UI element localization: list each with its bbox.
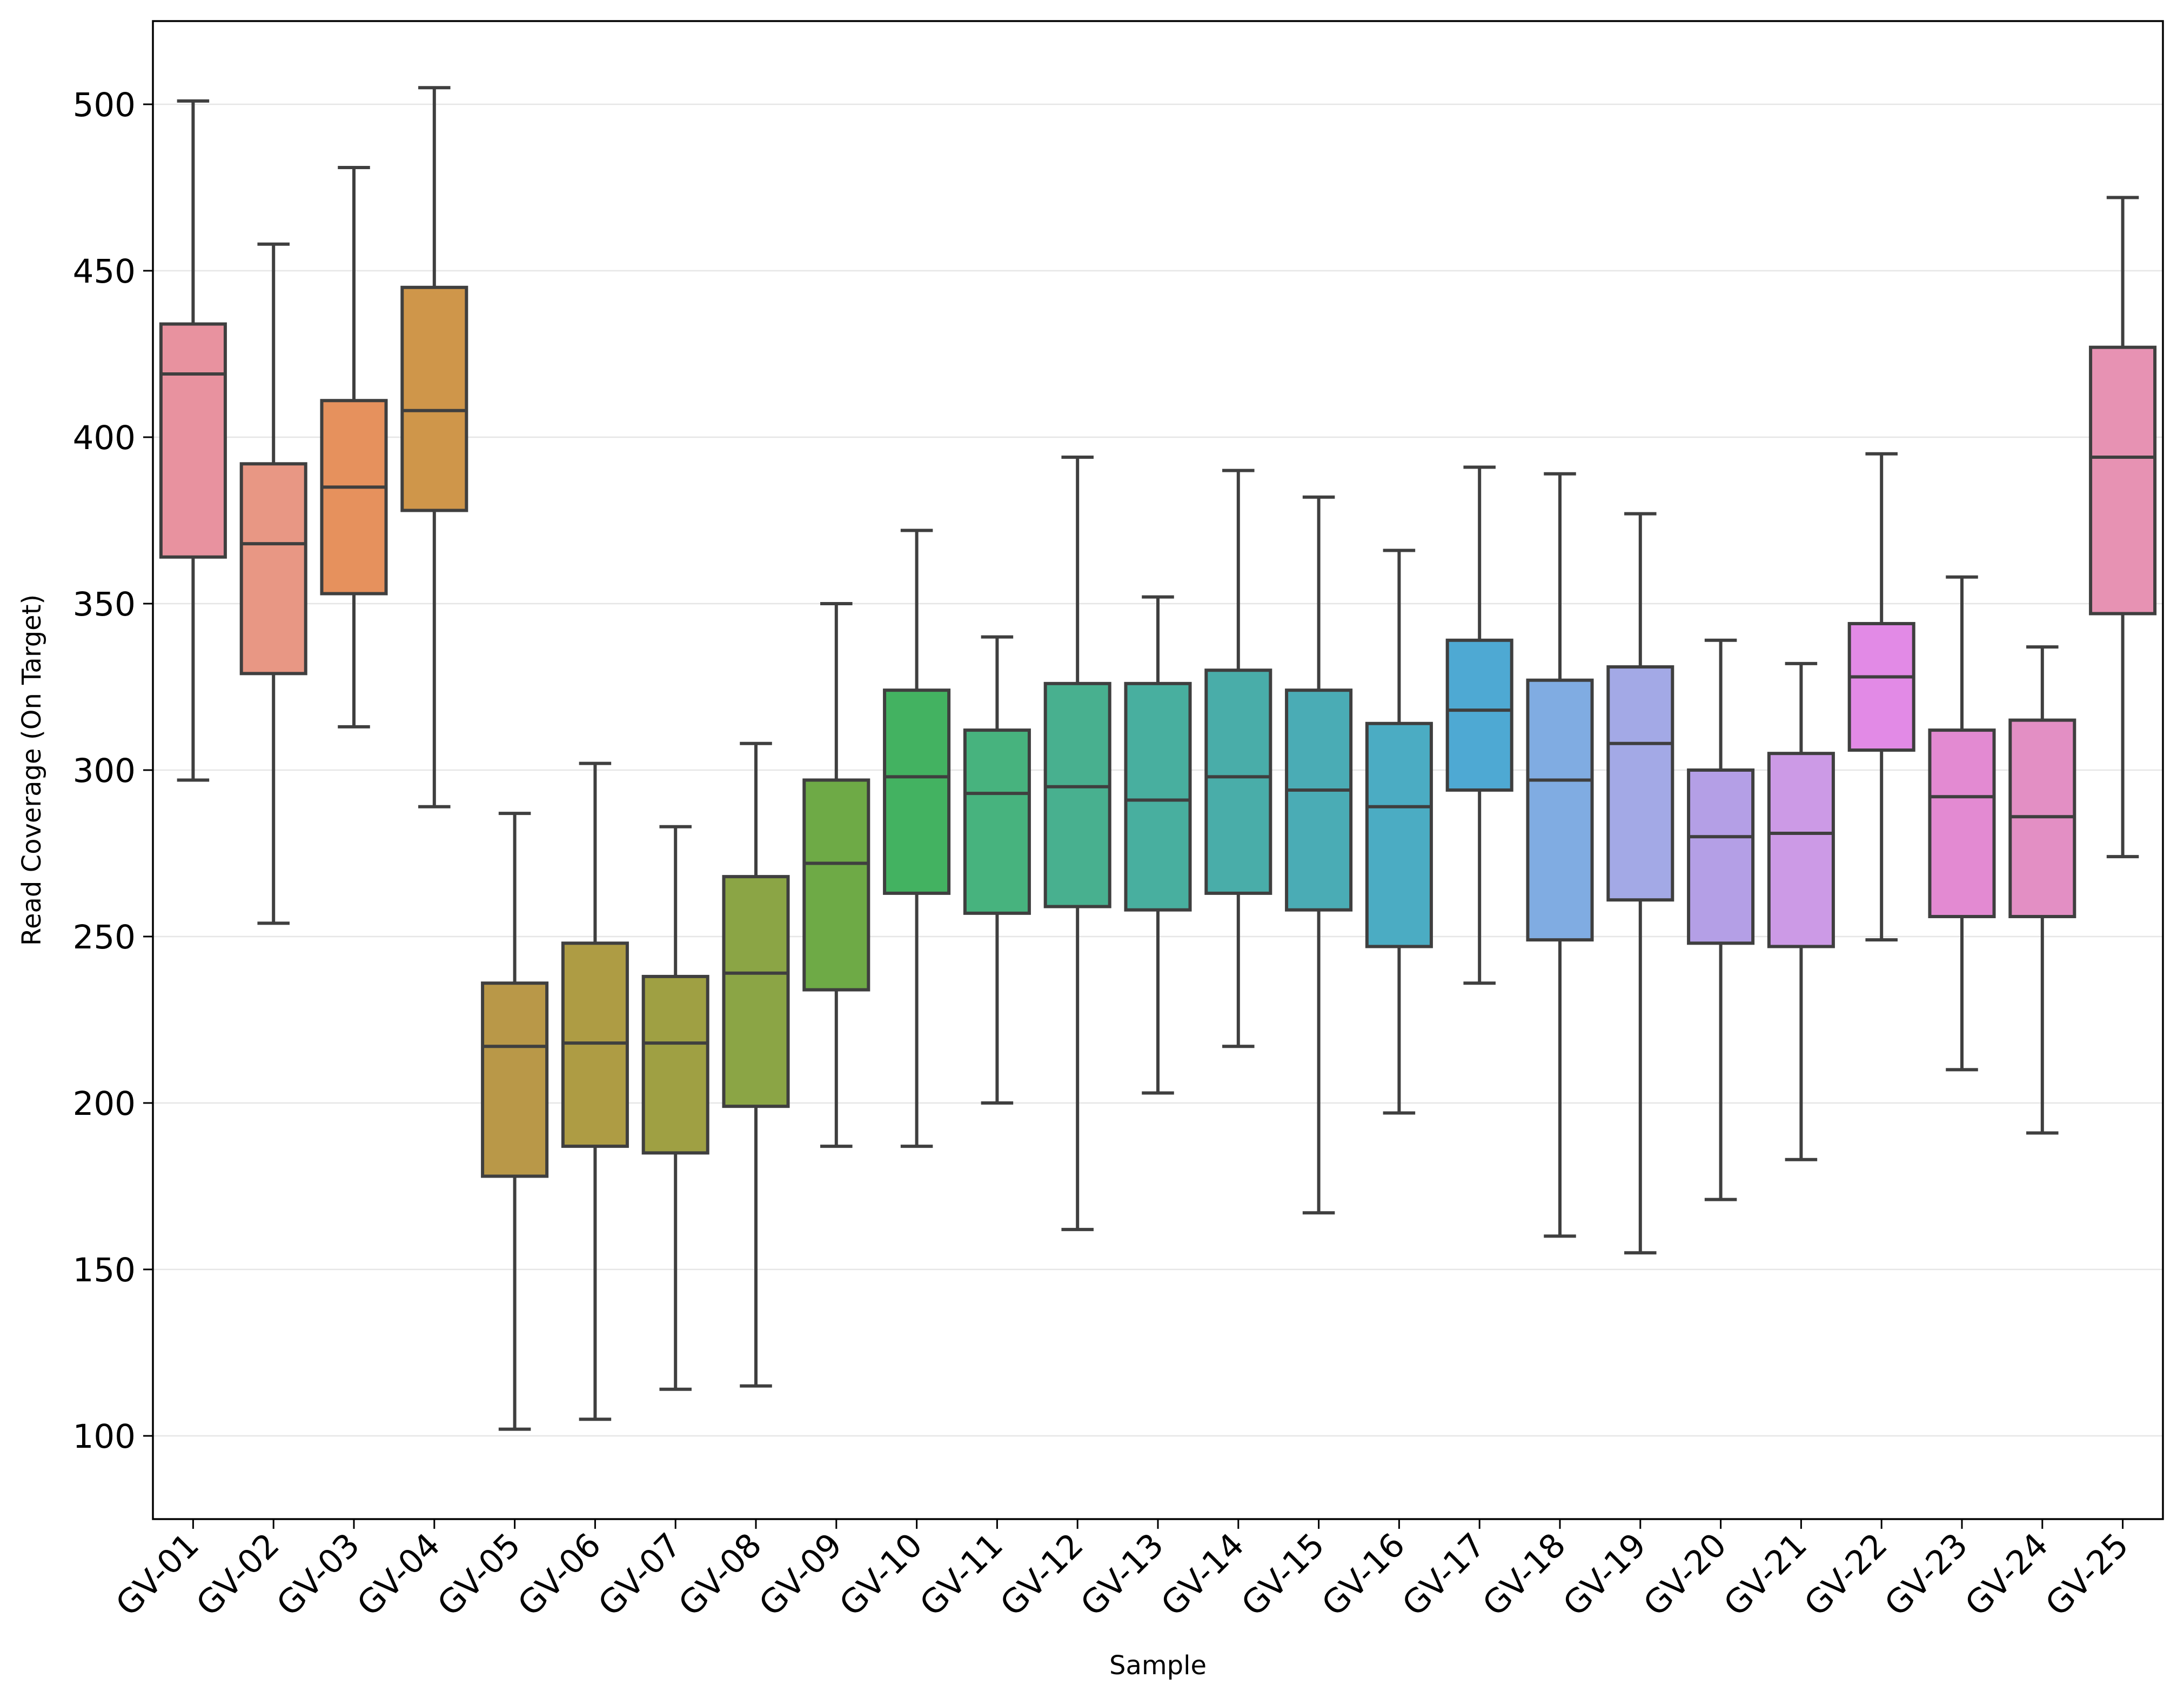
y-tick-label-150: 150 xyxy=(73,1251,136,1289)
box-GV-17 xyxy=(1445,465,1513,985)
iqr-box-GV-11 xyxy=(963,728,1031,915)
iqr-box-GV-12 xyxy=(1043,681,1111,908)
y-tick-label-250: 250 xyxy=(73,918,136,957)
x-axis-label: Sample xyxy=(1109,1650,1207,1681)
iqr-box-GV-19 xyxy=(1606,665,1674,902)
iqr-box-GV-06 xyxy=(561,941,629,1148)
box-GV-16 xyxy=(1365,549,1433,1115)
y-tick-label-350: 350 xyxy=(73,585,136,624)
box-GV-22 xyxy=(1847,452,1915,942)
box-GV-06 xyxy=(561,761,629,1421)
box-GV-08 xyxy=(722,741,790,1388)
iqr-box-GV-05 xyxy=(481,981,549,1178)
box-GV-14 xyxy=(1204,469,1272,1048)
iqr-box-GV-22 xyxy=(1847,621,1915,752)
iqr-box-GV-02 xyxy=(239,462,307,676)
box-GV-25 xyxy=(2089,196,2157,859)
y-tick-label-450: 450 xyxy=(73,252,136,291)
box-GV-23 xyxy=(1928,575,1996,1072)
box-GV-21 xyxy=(1767,661,1835,1161)
box-GV-18 xyxy=(1526,472,1594,1238)
y-axis-label: Read Coverage (On Target) xyxy=(17,594,47,946)
box-GV-19 xyxy=(1606,512,1674,1255)
iqr-box-GV-03 xyxy=(320,399,388,596)
iqr-box-GV-23 xyxy=(1928,728,1996,919)
box-GV-11 xyxy=(963,635,1031,1105)
iqr-box-GV-13 xyxy=(1124,681,1192,912)
box-GV-12 xyxy=(1043,455,1111,1232)
box-series xyxy=(159,86,2157,1431)
iqr-box-GV-15 xyxy=(1285,688,1353,912)
iqr-box-GV-21 xyxy=(1767,752,1835,948)
box-GV-10 xyxy=(883,529,951,1148)
box-GV-04 xyxy=(400,86,468,808)
box-GV-07 xyxy=(641,825,709,1391)
iqr-box-GV-07 xyxy=(641,974,709,1155)
box-GV-13 xyxy=(1124,595,1192,1095)
y-tick-label-500: 500 xyxy=(73,86,136,124)
y-axis-ticks: 100 150 200 250 300 350 400 450 500 xyxy=(73,86,153,1456)
box-GV-15 xyxy=(1285,495,1353,1215)
iqr-box-GV-17 xyxy=(1445,638,1513,792)
iqr-box-GV-16 xyxy=(1365,721,1433,948)
iqr-box-GV-25 xyxy=(2089,345,2157,616)
iqr-box-GV-14 xyxy=(1204,668,1272,895)
y-tick-label-400: 400 xyxy=(73,419,136,457)
iqr-box-GV-18 xyxy=(1526,678,1594,942)
iqr-box-GV-01 xyxy=(159,322,227,559)
y-tick-label-200: 200 xyxy=(73,1085,136,1123)
iqr-box-GV-20 xyxy=(1687,768,1755,945)
iqr-box-GV-04 xyxy=(400,285,468,512)
box-GV-03 xyxy=(320,166,388,728)
iqr-box-GV-10 xyxy=(883,688,951,895)
box-GV-05 xyxy=(481,812,549,1431)
box-GV-24 xyxy=(2008,645,2076,1135)
iqr-box-GV-09 xyxy=(802,778,870,992)
iqr-box-GV-24 xyxy=(2008,718,2076,919)
iqr-box-GV-08 xyxy=(722,875,790,1108)
y-tick-label-100: 100 xyxy=(73,1418,136,1456)
box-GV-09 xyxy=(802,602,870,1148)
box-GV-01 xyxy=(159,99,227,782)
box-GV-02 xyxy=(239,242,307,925)
y-tick-label-300: 300 xyxy=(73,752,136,790)
box-GV-20 xyxy=(1687,638,1755,1201)
